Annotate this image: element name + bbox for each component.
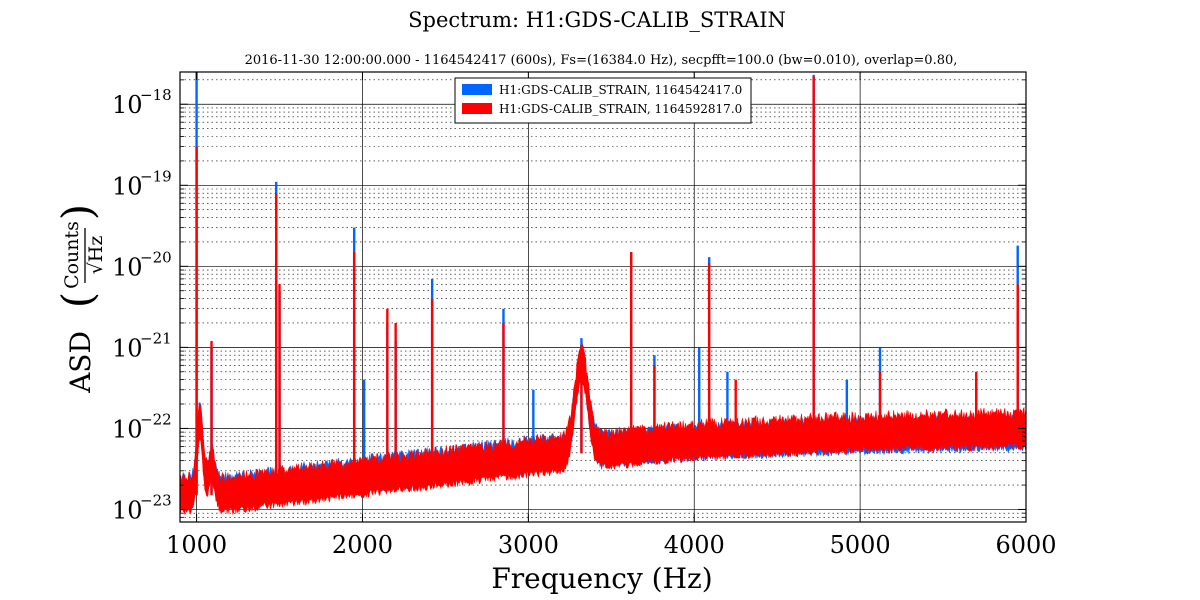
y-tick-exponent: −21 [140,329,172,347]
y-tick-label: 10 [112,496,143,524]
y-tick-label: 10 [112,172,143,200]
x-tick-label: 4000 [664,531,725,559]
axis-ticks: 1000 2000 3000 4000 5000 600010−2310−2210−211… [112,72,1057,559]
chart-subtitle: 2016-11-30 12:00:00.000 - 1164542417 (60… [245,53,958,68]
x-tick-label: 1000 [166,531,227,559]
y-tick-label: 10 [112,253,143,281]
legend-entry-1: H1:GDS-CALIB_STRAIN, 1164542417.0 [499,83,742,97]
legend-entry-2: H1:GDS-CALIB_STRAIN, 1164592817.0 [499,102,742,116]
y-tick-exponent: −19 [140,167,172,185]
y-tick-exponent: −18 [140,86,172,104]
legend-swatch-blue [462,84,492,95]
series-layer [179,72,1026,516]
series-2 [179,76,1026,516]
y-axis-label-prefix: ASD [64,331,97,394]
y-tick-exponent: −22 [140,410,172,428]
chart-title: Spectrum: H1:GDS-CALIB_STRAIN [408,8,786,32]
legend-swatch-red [462,103,492,114]
y-axis-label: ASD ( Counts √Hz ) [53,204,107,394]
y-axis-label-denominator: √Hz [85,236,107,275]
y-tick-exponent: −20 [140,248,172,266]
x-tick-label: 5000 [830,531,891,559]
legend-box [454,77,752,124]
y-axis-paren-left: ( [53,292,102,308]
plot-frame [179,71,1027,523]
y-tick-label: 10 [112,415,143,443]
y-tick-label: 10 [112,334,143,362]
y-tick-label: 10 [112,91,143,119]
y-axis-label-numerator: Counts [61,221,83,289]
y-axis-paren-right: ) [53,204,102,220]
x-tick-label: 6000 [995,531,1056,559]
y-tick-exponent: −23 [140,491,172,509]
x-axis-label: Frequency (Hz) [491,562,712,595]
legend: H1:GDS-CALIB_STRAIN, 1164542417.0 H1:GDS… [454,77,752,124]
x-tick-label: 2000 [332,531,393,559]
x-tick-label: 3000 [498,531,559,559]
